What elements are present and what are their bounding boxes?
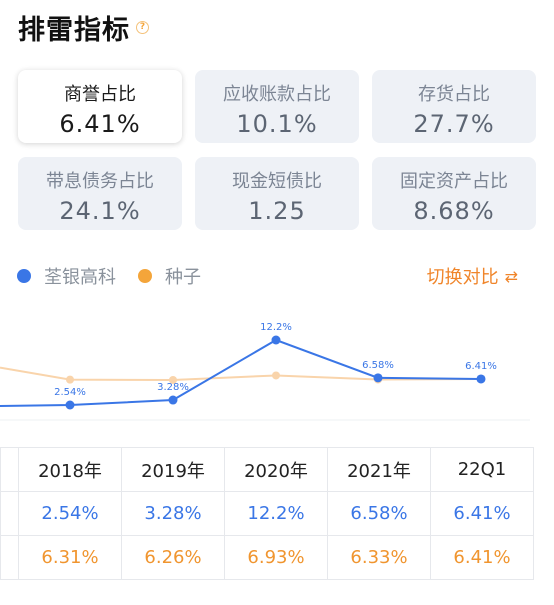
legend-label: 种子 bbox=[165, 267, 201, 288]
metric-card-receivables[interactable]: 应收账款占比 10.1% bbox=[195, 70, 359, 143]
table-cell: 3.28% bbox=[121, 491, 225, 536]
chart-marks: 2.54% 3.28% 12.2% 6.58% 6.41% bbox=[0, 322, 497, 410]
table-cell: 6.33% bbox=[327, 535, 431, 580]
chart-legend: 荃银高科 种子 bbox=[17, 263, 201, 289]
data-label: 3.28% bbox=[157, 382, 189, 393]
data-point-company bbox=[65, 400, 75, 410]
data-point-industry bbox=[272, 371, 280, 380]
table-header-cell: 2018年 bbox=[18, 447, 122, 492]
table-row-industry: 6.31% 6.26% 6.93% 6.33% 6.41% bbox=[0, 535, 534, 580]
metric-label: 应收账款占比 bbox=[223, 84, 331, 105]
data-point-company bbox=[168, 395, 178, 405]
metric-value: 1.25 bbox=[248, 197, 306, 225]
table-corner-cell bbox=[0, 447, 19, 492]
table-header-cell: 22Q1 bbox=[430, 447, 534, 492]
table-header-cell: 2019年 bbox=[121, 447, 225, 492]
metric-value: 27.7% bbox=[413, 110, 495, 138]
metric-label: 带息债务占比 bbox=[46, 171, 154, 192]
table-cell: 6.41% bbox=[430, 535, 534, 580]
data-label: 6.41% bbox=[465, 361, 497, 372]
data-point-company bbox=[271, 335, 281, 345]
help-icon[interactable]: ? bbox=[136, 21, 149, 34]
series-line-industry bbox=[0, 366, 482, 381]
table-header-cell: 2020年 bbox=[224, 447, 328, 492]
metric-label: 存货占比 bbox=[418, 84, 490, 105]
table-cell: 6.26% bbox=[121, 535, 225, 580]
metric-label: 固定资产占比 bbox=[400, 171, 508, 192]
table-cell: 6.58% bbox=[327, 491, 431, 536]
legend-dot-blue bbox=[17, 269, 31, 283]
section-title: 排雷指标 bbox=[18, 15, 130, 46]
metric-card-cash-short-debt[interactable]: 现金短债比 1.25 bbox=[195, 157, 359, 230]
table-cell: 6.93% bbox=[224, 535, 328, 580]
switch-compare-label: 切换对比 bbox=[426, 267, 499, 288]
data-label: 6.58% bbox=[362, 360, 394, 371]
switch-compare-button[interactable]: 切换对比 ⇄ bbox=[427, 263, 518, 289]
metric-value: 24.1% bbox=[59, 197, 141, 225]
metric-value: 8.68% bbox=[413, 197, 495, 225]
legend-item-industry[interactable]: 种子 bbox=[138, 263, 201, 289]
metric-label: 现金短债比 bbox=[232, 171, 322, 192]
table-cell: 2.54% bbox=[18, 491, 122, 536]
table-cell: 6.31% bbox=[18, 535, 122, 580]
table-header-row: 2018年 2019年 2020年 2021年 22Q1 bbox=[0, 447, 534, 492]
metric-value: 6.41% bbox=[59, 110, 141, 138]
metric-label: 商誉占比 bbox=[64, 84, 136, 105]
table-row-label-cell bbox=[0, 535, 19, 580]
table-row-label-cell bbox=[0, 491, 19, 536]
table-row-company: 2.54% 3.28% 12.2% 6.58% 6.41% bbox=[0, 491, 534, 536]
metric-card-inventory[interactable]: 存货占比 27.7% bbox=[372, 70, 536, 143]
table-cell: 6.41% bbox=[430, 491, 534, 536]
table-header-cell: 2021年 bbox=[327, 447, 431, 492]
metric-card-fixed-assets[interactable]: 固定资产占比 8.68% bbox=[372, 157, 536, 230]
legend-item-company[interactable]: 荃银高科 bbox=[17, 263, 116, 289]
data-label: 2.54% bbox=[54, 387, 86, 398]
data-point-industry bbox=[169, 375, 177, 384]
metric-value: 10.1% bbox=[236, 110, 318, 138]
legend-dot-orange bbox=[138, 269, 152, 283]
data-label: 12.2% bbox=[260, 322, 292, 333]
legend-label: 荃银高科 bbox=[44, 267, 116, 288]
data-point-industry bbox=[66, 375, 74, 384]
metric-card-goodwill[interactable]: 商誉占比 6.41% bbox=[18, 70, 182, 143]
series-line-company bbox=[0, 338, 482, 407]
section-header: 排雷指标 ? bbox=[18, 8, 149, 47]
line-chart: 2.54% 3.28% 12.2% 6.58% 6.41% bbox=[0, 322, 530, 421]
switch-icon: ⇄ bbox=[504, 266, 518, 286]
table-cell: 12.2% bbox=[224, 491, 328, 536]
data-table: 2018年 2019年 2020年 2021年 22Q1 2.54% 3.28%… bbox=[0, 447, 534, 580]
data-point-company bbox=[373, 373, 383, 383]
metric-card-interest-debt[interactable]: 带息债务占比 24.1% bbox=[18, 157, 182, 230]
data-point-company bbox=[476, 374, 486, 384]
